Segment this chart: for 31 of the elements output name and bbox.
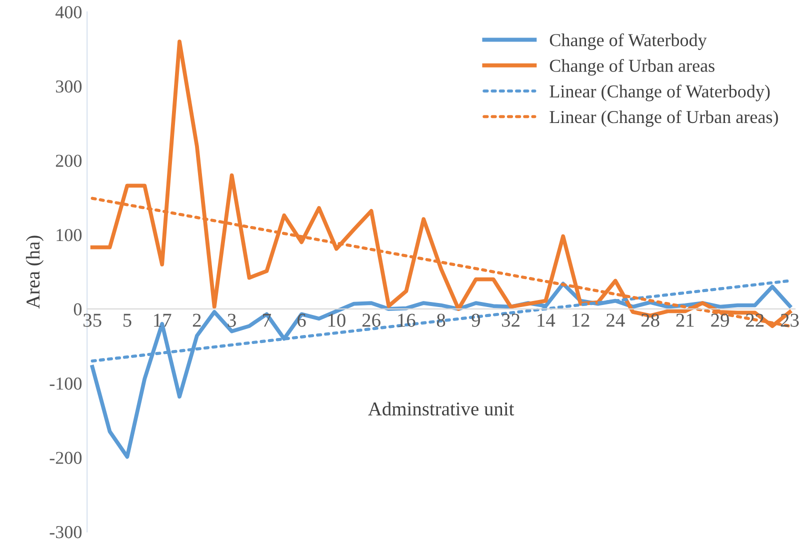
y-tick-label: 0	[74, 303, 82, 316]
x-tick-label: 2	[192, 314, 201, 327]
y-tick-label: -200	[50, 452, 82, 464]
legend-label: Linear (Change of Urban areas)	[550, 110, 778, 127]
x-tick-label: 28	[641, 314, 660, 327]
x-tick-label: 32	[502, 314, 520, 327]
legend-label: Change of Waterbody	[550, 33, 707, 50]
x-tick-label: 29	[711, 314, 729, 327]
x-tick-label: 23	[780, 314, 799, 327]
x-tick-label: 21	[676, 314, 694, 327]
x-tick-label: 35	[84, 314, 102, 327]
y-tick-label: 200	[56, 154, 82, 167]
y-tick-label: 400	[56, 6, 82, 18]
x-tick-label: 12	[572, 314, 590, 327]
x-tick-label: 26	[362, 314, 380, 327]
x-tick-label: 5	[123, 314, 132, 327]
x-tick-label: 6	[298, 314, 306, 327]
x-tick-label: 14	[538, 314, 556, 327]
y-tick-label: 300	[56, 80, 82, 93]
x-tick-label: 3	[228, 314, 236, 327]
y-tick-label: -100	[50, 378, 82, 390]
x-tick-label: 17	[154, 314, 172, 327]
x-tick-label: 24	[606, 314, 625, 327]
y-tick-label: 100	[56, 228, 82, 242]
x-tick-label: 10	[328, 314, 346, 327]
x-axis-title: Adminstrative unit	[368, 402, 514, 416]
y-axis-title: Area (ha)	[26, 236, 44, 309]
legend-label: Linear (Change of Waterbody)	[550, 84, 770, 102]
y-tick-label: -300	[50, 526, 82, 538]
x-tick-label: 16	[398, 314, 416, 327]
legend-label: Change of Urban areas	[550, 58, 714, 76]
